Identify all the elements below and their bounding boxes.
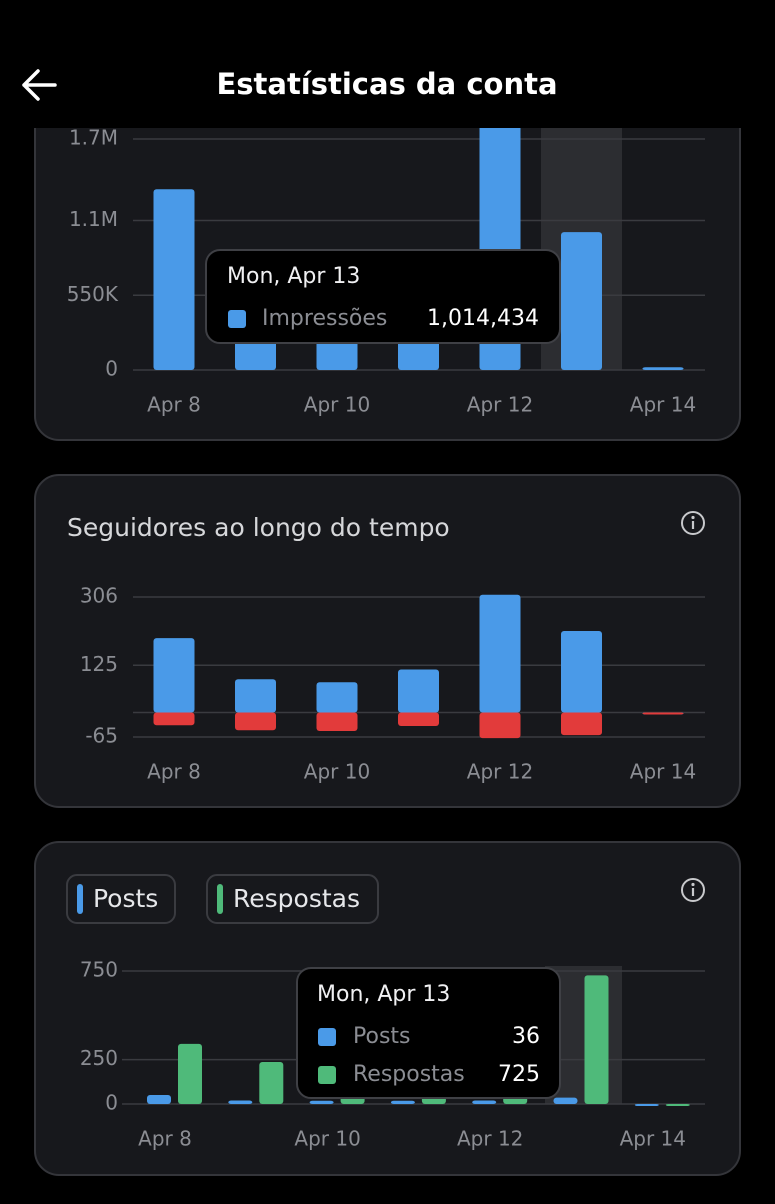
x-tick-label: Apr 8 — [138, 1127, 192, 1151]
page-title: Estatísticas da conta — [216, 67, 557, 101]
x-tick-label: Apr 14 — [620, 1127, 686, 1151]
bar — [561, 712, 602, 736]
tooltip-title: Mon, Apr 13 — [227, 264, 360, 289]
bar — [316, 712, 358, 731]
y-tick-label: 750 — [80, 958, 118, 982]
bar — [316, 682, 358, 713]
tooltip-series: Respostas — [353, 1062, 465, 1087]
legend-chip[interactable]: Posts — [66, 874, 176, 924]
x-tick-label: Apr 8 — [147, 393, 201, 417]
x-tick-label: Apr 12 — [467, 760, 533, 784]
bar — [642, 712, 684, 715]
y-tick-label: 306 — [80, 584, 118, 608]
bar — [479, 712, 521, 739]
y-tick-label: 0 — [105, 357, 118, 381]
tooltip: Mon, Apr 13 Impressões 1,014,434 — [205, 249, 561, 344]
x-tick-label: Apr 14 — [630, 760, 696, 784]
y-tick-label: 1.7M — [69, 126, 118, 150]
x-tick-label: Apr 10 — [304, 760, 370, 784]
bar — [309, 1100, 334, 1104]
bar — [153, 189, 195, 370]
legend-label: Posts — [93, 884, 158, 913]
y-tick-label: 550K — [67, 282, 119, 306]
bar — [235, 712, 276, 731]
y-tick-label: 250 — [80, 1046, 118, 1070]
tooltip-value: 36 — [512, 1024, 540, 1049]
bar — [390, 1100, 415, 1104]
bar — [228, 1100, 253, 1104]
tooltip-value: 725 — [498, 1062, 540, 1087]
tooltip: Mon, Apr 13 Posts 36 Respostas 725 — [296, 967, 561, 1099]
y-tick-label: 1.1M — [69, 207, 118, 231]
bar — [553, 1097, 578, 1104]
x-tick-label: Apr 10 — [294, 1127, 360, 1151]
chart-title: Seguidores ao longo do tempo — [67, 513, 450, 542]
bar — [642, 367, 684, 370]
header-bg — [0, 0, 775, 128]
info-icon[interactable] — [681, 511, 705, 535]
tooltip-title: Mon, Apr 13 — [317, 982, 450, 1007]
bar — [479, 594, 521, 713]
bar — [561, 630, 602, 713]
bar — [259, 1061, 284, 1104]
back-button[interactable] — [22, 69, 57, 101]
header: Estatísticas da conta — [0, 0, 775, 128]
bar — [147, 1094, 171, 1104]
x-tick-label: Apr 12 — [457, 1127, 523, 1151]
bar — [398, 669, 439, 713]
bar — [665, 1104, 690, 1106]
tooltip-series: Impressões — [262, 306, 387, 331]
tooltip-value: 1,014,434 — [427, 306, 539, 331]
tooltip-swatch — [318, 1028, 336, 1046]
bar — [472, 1100, 497, 1104]
tooltip-swatch — [228, 310, 246, 328]
x-tick-label: Apr 10 — [304, 393, 370, 417]
bar — [634, 1104, 659, 1106]
y-tick-label: -65 — [85, 724, 118, 748]
bar — [153, 638, 195, 713]
bar — [584, 975, 609, 1104]
info-icon[interactable] — [681, 878, 705, 902]
bar — [178, 1043, 202, 1104]
bar — [398, 712, 439, 727]
tooltip-swatch — [318, 1066, 336, 1084]
bar — [561, 232, 602, 370]
legend-label: Respostas — [233, 884, 360, 913]
bar — [153, 712, 195, 726]
bar — [235, 679, 276, 713]
y-tick-label: 0 — [105, 1091, 118, 1115]
x-tick-label: Apr 12 — [467, 393, 533, 417]
x-tick-label: Apr 14 — [630, 393, 696, 417]
legend-chip[interactable]: Respostas — [206, 874, 379, 924]
x-tick-label: Apr 8 — [147, 760, 201, 784]
y-tick-label: 125 — [80, 652, 118, 676]
tooltip-series: Posts — [353, 1024, 411, 1049]
